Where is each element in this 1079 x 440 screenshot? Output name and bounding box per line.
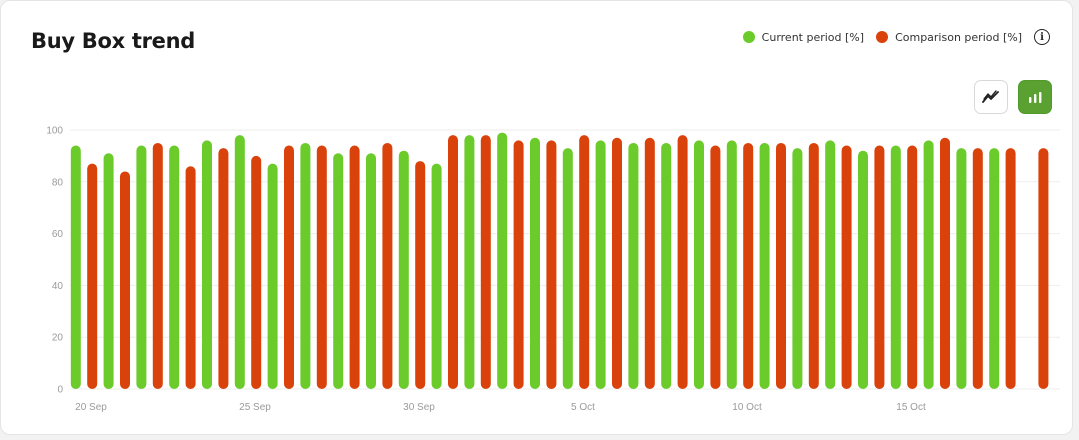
bar-comparison (152, 142, 163, 389)
y-tick-label: 40 (52, 281, 64, 292)
bar-current (300, 142, 311, 389)
bar-comparison (316, 145, 327, 389)
y-tick-label: 100 (46, 126, 63, 137)
legend-label-comparison: Comparison period [%] (895, 30, 1022, 44)
legend-item-current[interactable]: Current period [%] (742, 30, 865, 44)
legend-label-current: Current period [%] (761, 30, 865, 44)
bar-current (595, 140, 606, 389)
bar-comparison (218, 148, 229, 389)
bar-current (333, 153, 344, 389)
bar-current (956, 148, 967, 389)
bar-current (366, 153, 376, 389)
bar-current (234, 135, 245, 389)
bar-comparison (349, 145, 360, 389)
bar-current (464, 135, 475, 389)
bar-current (759, 142, 770, 389)
y-tick-label: 60 (52, 229, 64, 240)
bar-chart-icon (1029, 92, 1042, 103)
bar-comparison (480, 135, 491, 389)
bar-comparison (612, 137, 622, 389)
bar-comparison (1038, 148, 1049, 389)
bar-current (398, 150, 409, 389)
bar-comparison (185, 166, 196, 389)
y-tick-label: 0 (57, 385, 63, 396)
line-view-button[interactable] (974, 80, 1008, 114)
chart-legend: Current period [%] Comparison period [%]… (731, 29, 1050, 45)
x-tick-label: 30 Sep (403, 402, 435, 413)
bar-comparison (743, 142, 754, 389)
bar-current (628, 142, 639, 389)
legend-item-comparison[interactable]: Comparison period [%] (876, 31, 1022, 44)
bar-view-button[interactable] (1018, 80, 1052, 114)
bar-comparison (907, 145, 918, 389)
chart-title: Buy Box trend (31, 29, 195, 53)
bar-comparison (644, 137, 655, 389)
bar-comparison (940, 137, 950, 389)
x-tick-label: 20 Sep (75, 402, 107, 413)
bar-current (726, 140, 737, 389)
bar-comparison (1005, 148, 1016, 389)
bar-comparison (972, 148, 983, 389)
bar-comparison (251, 155, 262, 389)
x-tick-label: 25 Sep (239, 402, 271, 413)
bar-current (825, 140, 836, 389)
legend-dot-comparison (876, 31, 889, 43)
bar-comparison (382, 142, 393, 389)
bar-current (103, 153, 114, 389)
x-tick-label: 5 Oct (571, 402, 595, 413)
bar-comparison (87, 163, 98, 389)
bar-comparison (448, 135, 458, 389)
bar-current (858, 150, 868, 389)
bar-current (530, 137, 540, 389)
bar-current (562, 148, 573, 389)
x-tick-label: 10 Oct (732, 402, 762, 413)
bar-current (169, 145, 180, 389)
bar-comparison (874, 145, 885, 389)
bar-current (431, 163, 442, 389)
bar-comparison (579, 135, 590, 389)
bar-current (661, 142, 672, 389)
x-tick-label: 15 Oct (896, 402, 926, 413)
bar-current (497, 132, 508, 389)
bar-current (202, 140, 212, 389)
y-tick-label: 20 (52, 333, 64, 344)
line-chart-icon (982, 90, 999, 103)
bar-current (267, 163, 278, 389)
info-icon[interactable]: i (1034, 29, 1050, 45)
bar-comparison (841, 145, 852, 389)
y-tick-label: 80 (52, 177, 64, 188)
bar-current (70, 145, 81, 389)
bar-current (792, 148, 803, 389)
bar-comparison (284, 145, 294, 389)
bar-comparison (513, 140, 524, 389)
bar-comparison (120, 171, 130, 389)
bar-comparison (776, 142, 786, 389)
bar-current (923, 140, 934, 389)
bar-comparison (415, 161, 426, 389)
bar-comparison (546, 140, 557, 389)
bar-current (694, 140, 704, 389)
legend-dot-current (742, 31, 755, 43)
bar-comparison (808, 142, 819, 389)
bar-comparison (677, 135, 688, 389)
bar-current (890, 145, 901, 389)
bar-current (136, 145, 147, 389)
bar-current (989, 148, 1000, 389)
bar-comparison (710, 145, 721, 389)
